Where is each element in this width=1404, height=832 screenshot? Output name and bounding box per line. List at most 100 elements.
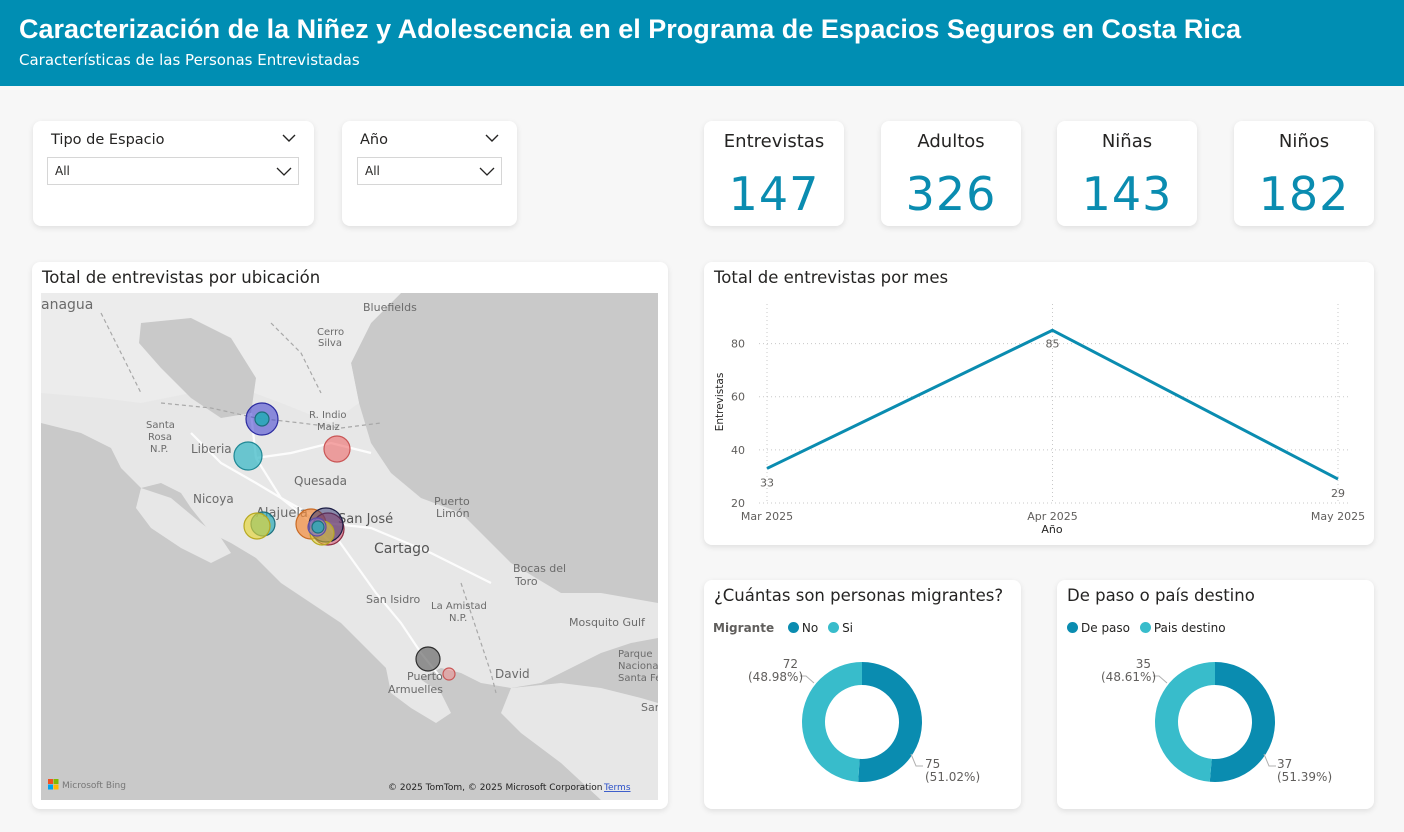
map-bubble[interactable] bbox=[323, 435, 351, 463]
data-label-pais-destino: 35 (48.61%) bbox=[1101, 658, 1157, 684]
data-label-no: 75 (51.02%) bbox=[925, 758, 985, 784]
map-title: Total de entrevistas por ubicación bbox=[42, 268, 321, 287]
y-tick-label: 80 bbox=[731, 338, 745, 351]
map-label: Maiz bbox=[317, 422, 340, 433]
kpi-value: 326 bbox=[905, 167, 997, 221]
y-tick-label: 20 bbox=[731, 497, 745, 510]
legend-label: Si bbox=[842, 621, 854, 635]
donut-slice[interactable] bbox=[1209, 662, 1275, 782]
kpi-value: 143 bbox=[1081, 167, 1173, 221]
data-label-pct: (48.61%) bbox=[1101, 670, 1157, 684]
map-label: Toro bbox=[514, 575, 538, 588]
x-tick-label: May 2025 bbox=[1311, 510, 1365, 523]
donut-slice[interactable] bbox=[858, 662, 922, 782]
map-label: San Isidro bbox=[366, 593, 420, 606]
map-label: R. Indio bbox=[309, 410, 346, 421]
anio-dropdown[interactable]: All bbox=[357, 157, 502, 185]
kpi-value: 182 bbox=[1258, 167, 1350, 221]
map-label: La Amistad bbox=[431, 601, 487, 612]
map-label: David bbox=[495, 667, 530, 681]
donut-paso-legend: De paso Pais destino bbox=[1067, 621, 1232, 635]
legend-dot-icon bbox=[828, 622, 840, 633]
dropdown-value: All bbox=[365, 164, 380, 178]
legend-dot-icon bbox=[787, 622, 799, 633]
line-point[interactable] bbox=[1050, 327, 1056, 333]
map-bubble[interactable] bbox=[415, 646, 441, 672]
legend-dot-icon bbox=[1139, 622, 1151, 633]
map-label: Nicoya bbox=[193, 492, 234, 506]
map-label: Silva bbox=[318, 338, 342, 349]
chevron-down-icon bbox=[276, 167, 292, 176]
kpi-entrevistas: Entrevistas 147 bbox=[704, 121, 844, 226]
map-attribution: © 2025 TomTom, © 2025 Microsoft Corporat… bbox=[388, 783, 602, 793]
map-label: San José bbox=[338, 512, 393, 527]
legend-label: De paso bbox=[1081, 621, 1131, 635]
map-label: Cartago bbox=[374, 541, 430, 557]
tipo-espacio-dropdown[interactable]: All bbox=[47, 157, 299, 185]
map-label: Bluefields bbox=[363, 301, 417, 314]
kpi-value: 147 bbox=[728, 167, 820, 221]
kpi-ninas: Niñas 143 bbox=[1057, 121, 1197, 226]
kpi-label: Adultos bbox=[917, 131, 985, 152]
leader-line bbox=[1263, 753, 1276, 767]
donut-paso-svg bbox=[1153, 662, 1276, 782]
y-tick-label: 60 bbox=[731, 391, 745, 404]
data-label-si: 72 (48.98%) bbox=[748, 657, 803, 684]
chevron-down-icon[interactable] bbox=[485, 133, 499, 143]
legend-item-no[interactable]: No bbox=[787, 621, 819, 635]
map-bubble[interactable] bbox=[254, 411, 270, 427]
donut-migrantes-card: ¿Cuántas son personas migrantes? Migrant… bbox=[704, 580, 1021, 809]
map-bubble[interactable] bbox=[233, 441, 263, 471]
map-label: Parque bbox=[618, 649, 652, 660]
x-axis-label: Año bbox=[1041, 523, 1062, 536]
dropdown-value: All bbox=[55, 164, 70, 178]
page-subtitle: Características de las Personas Entrevis… bbox=[19, 51, 360, 69]
terms-link[interactable]: Terms bbox=[603, 783, 631, 793]
donut-slice[interactable] bbox=[1154, 662, 1215, 782]
line-point[interactable] bbox=[1335, 476, 1341, 482]
donut-migrantes-svg bbox=[800, 662, 923, 782]
kpi-label: Entrevistas bbox=[723, 131, 825, 152]
chevron-down-icon[interactable] bbox=[282, 133, 296, 143]
legend-label: No bbox=[801, 621, 819, 635]
map-bubble[interactable] bbox=[311, 520, 325, 534]
x-tick-label: Mar 2025 bbox=[741, 510, 793, 523]
map-label: N.P. bbox=[449, 613, 467, 624]
legend-item-si[interactable]: Si bbox=[828, 621, 853, 635]
line-point[interactable] bbox=[764, 465, 770, 471]
leader-line bbox=[1153, 675, 1168, 684]
leader-line bbox=[800, 675, 815, 684]
donut-slice[interactable] bbox=[801, 662, 862, 782]
data-label-pct: (51.39%) bbox=[1277, 770, 1333, 784]
data-label-value: 72 bbox=[782, 657, 798, 671]
map-canvas[interactable]: anagua Bluefields Cerro Silva R. Indio M… bbox=[41, 293, 658, 800]
map-label: Puerto bbox=[407, 670, 443, 683]
map-label: Bocas del bbox=[513, 562, 566, 575]
x-tick-label: Apr 2025 bbox=[1027, 510, 1078, 523]
y-tick-label: 40 bbox=[731, 444, 745, 457]
data-label-de-paso: 37 (51.39%) bbox=[1277, 758, 1337, 784]
line-series[interactable] bbox=[766, 328, 1339, 481]
donut-migrantes-title: ¿Cuántas son personas migrantes? bbox=[714, 586, 1004, 605]
map-label: Santa bbox=[146, 420, 175, 431]
map-bubble[interactable] bbox=[442, 667, 456, 681]
legend-item-de-paso[interactable]: De paso bbox=[1067, 621, 1130, 635]
y-axis-label: Entrevistas bbox=[714, 373, 726, 432]
legend-dot-icon bbox=[1067, 622, 1078, 633]
map-label: Puerto bbox=[434, 495, 470, 508]
slicer-title: Tipo de Espacio bbox=[51, 132, 165, 148]
map-label: Santa Fé bbox=[618, 672, 658, 684]
map-bubble[interactable] bbox=[243, 512, 271, 540]
data-label-value: 37 bbox=[1277, 757, 1293, 771]
donut-migrantes-legend: Migrante No Si bbox=[713, 621, 859, 635]
donut-paso-title: De paso o país destino bbox=[1067, 586, 1255, 605]
kpi-adultos: Adultos 326 bbox=[881, 121, 1021, 226]
legend-item-pais-destino[interactable]: Pais destino bbox=[1139, 621, 1226, 635]
slicer-anio: Año All bbox=[342, 121, 517, 226]
page-title: Caracterización de la Niñez y Adolescenc… bbox=[19, 14, 1241, 44]
map-label: Quesada bbox=[294, 474, 347, 488]
kpi-label: Niños bbox=[1278, 131, 1330, 152]
map-label: anagua bbox=[41, 297, 93, 313]
header-banner: Caracterización de la Niñez y Adolescenc… bbox=[0, 0, 1404, 86]
map-card: Total de entrevistas por ubicación bbox=[32, 262, 668, 809]
